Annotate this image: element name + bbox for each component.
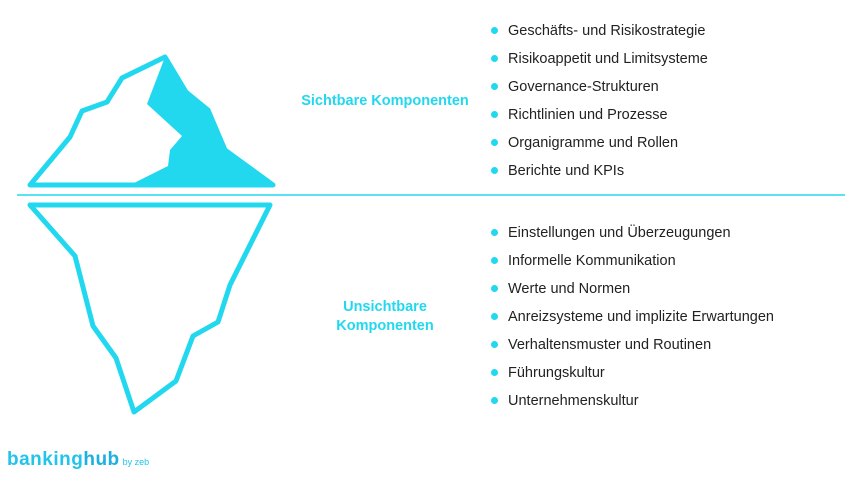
list-item-label: Richtlinien und Prozesse [508, 107, 668, 123]
banking-hub-logo: bankinghub by zeb [7, 449, 150, 470]
list-item: Berichte und KPIs [490, 161, 708, 189]
list-item: Anreizsysteme und implizite Erwartungen [490, 307, 774, 335]
iceberg-tip-outline [27, 54, 276, 188]
list-item: Einstellungen und Überzeugungen [490, 223, 774, 251]
iceberg-underwater-outline [27, 202, 273, 415]
bullet-icon [491, 111, 498, 118]
bullet-icon [491, 27, 498, 34]
bullet-icon [491, 139, 498, 146]
bullet-icon [491, 369, 498, 376]
invisible-components-label: Unsichtbare Komponenten [290, 298, 480, 336]
bullet-icon [491, 83, 498, 90]
list-item-label: Führungskultur [508, 365, 605, 381]
iceberg-tip-shade [130, 57, 273, 185]
list-item-label: Einstellungen und Überzeugungen [508, 225, 731, 241]
list-item-label: Anreizsysteme und implizite Erwartungen [508, 309, 774, 325]
bullet-icon [491, 55, 498, 62]
bullet-icon [491, 397, 498, 404]
visible-components-list: Geschäfts- und Risikostrategie Risikoappe… [490, 21, 708, 189]
list-item: Verhaltensmuster und Routinen [490, 335, 774, 363]
list-item: Organigramme und Rollen [490, 133, 708, 161]
list-item: Geschäfts- und Risikostrategie [490, 21, 708, 49]
list-item-label: Risikoappetit und Limitsysteme [508, 51, 708, 67]
invisible-label-line2: Komponenten [336, 318, 434, 334]
bullet-icon [491, 341, 498, 348]
list-item: Informelle Kommunikation [490, 251, 774, 279]
list-item: Governance-Strukturen [490, 77, 708, 105]
list-item-label: Organigramme und Rollen [508, 135, 679, 151]
list-item: Unternehmenskultur [490, 391, 774, 419]
bullet-icon [491, 257, 498, 264]
list-item-label: Werte und Normen [508, 281, 631, 297]
bullet-icon [491, 167, 498, 174]
invisible-components-list: Einstellungen und Überzeugungen Informell… [490, 223, 774, 419]
list-item-label: Unternehmenskultur [508, 393, 639, 409]
visible-components-label: Sichtbare Komponenten [301, 93, 469, 109]
list-item: Führungskultur [490, 363, 774, 391]
list-item: Risikoappetit und Limitsysteme [490, 49, 708, 77]
bullet-icon [491, 313, 498, 320]
list-item-label: Berichte und KPIs [508, 163, 625, 179]
bullet-icon [491, 229, 498, 236]
list-item-label: Geschäfts- und Risikostrategie [508, 23, 706, 39]
bullet-icon [491, 285, 498, 292]
list-item: Richtlinien und Prozesse [490, 105, 708, 133]
list-item-label: Governance-Strukturen [508, 79, 659, 95]
list-item: Werte und Normen [490, 279, 774, 307]
list-item-label: Verhaltensmuster und Routinen [508, 337, 712, 353]
invisible-label-line1: Unsichtbare [343, 299, 427, 315]
list-item-label: Informelle Kommunikation [508, 253, 676, 269]
